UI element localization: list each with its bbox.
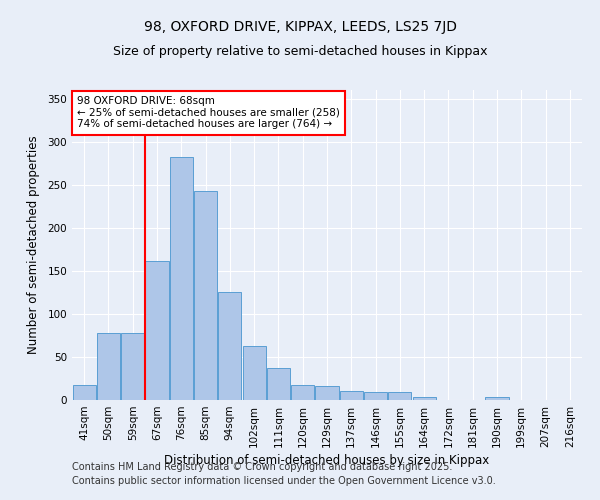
Bar <box>413 396 436 400</box>
Bar <box>194 190 217 400</box>
Text: Size of property relative to semi-detached houses in Kippax: Size of property relative to semi-detach… <box>113 45 487 58</box>
Text: 98, OXFORD DRIVE, KIPPAX, LEEDS, LS25 7JD: 98, OXFORD DRIVE, KIPPAX, LEEDS, LS25 7J… <box>143 20 457 34</box>
Bar <box>485 396 509 400</box>
Bar <box>242 346 266 400</box>
Bar <box>121 333 144 400</box>
Bar <box>218 292 241 400</box>
Bar <box>97 333 120 400</box>
Bar <box>145 260 169 400</box>
X-axis label: Distribution of semi-detached houses by size in Kippax: Distribution of semi-detached houses by … <box>164 454 490 467</box>
Text: Contains public sector information licensed under the Open Government Licence v3: Contains public sector information licen… <box>72 476 496 486</box>
Bar <box>73 384 95 400</box>
Bar <box>170 157 193 400</box>
Bar <box>388 392 412 400</box>
Text: Contains HM Land Registry data © Crown copyright and database right 2025.: Contains HM Land Registry data © Crown c… <box>72 462 452 472</box>
Y-axis label: Number of semi-detached properties: Number of semi-detached properties <box>28 136 40 354</box>
Bar <box>316 386 338 400</box>
Bar <box>291 386 314 400</box>
Bar <box>267 368 290 400</box>
Bar <box>364 392 387 400</box>
Bar <box>340 392 363 400</box>
Text: 98 OXFORD DRIVE: 68sqm
← 25% of semi-detached houses are smaller (258)
74% of se: 98 OXFORD DRIVE: 68sqm ← 25% of semi-det… <box>77 96 340 130</box>
